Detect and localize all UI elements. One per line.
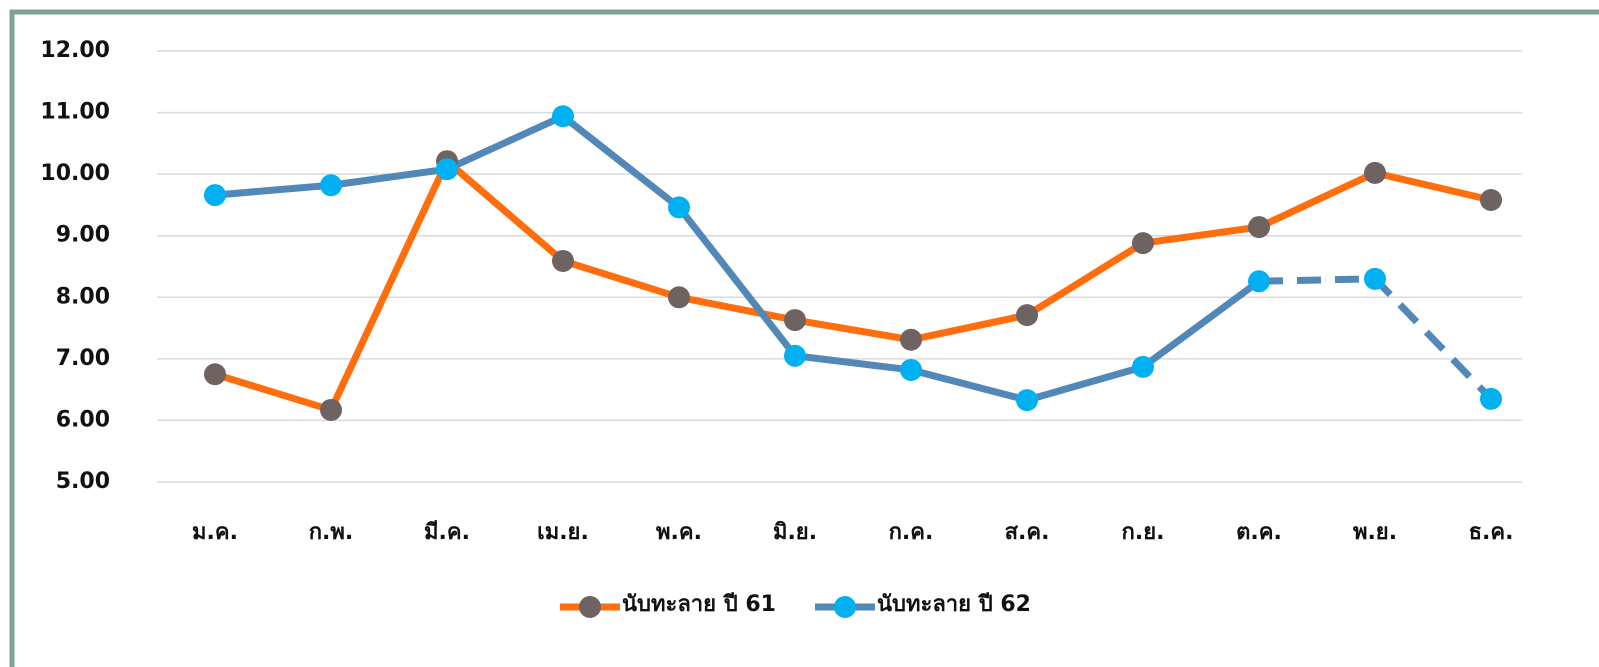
y-tick-label: 7.00 [56,346,110,371]
x-tick-label: มิ.ย. [773,520,817,545]
data-point [1132,232,1154,255]
data-point [1364,161,1386,184]
data-point [204,184,226,207]
legend-label: นับทะลาย ปี 61 [622,592,776,617]
data-point [1132,355,1154,378]
data-point [784,309,806,332]
legend-marker [834,596,856,618]
data-point [320,398,342,421]
chart-frame [9,9,1599,667]
legend-marker [579,596,601,618]
data-point [320,174,342,197]
x-tick-label: ส.ค. [1005,520,1050,545]
x-tick-label: พ.ย. [1353,520,1397,545]
data-point [1480,387,1502,410]
y-tick-label: 9.00 [56,223,110,248]
data-point [1364,267,1386,290]
data-point [900,328,922,351]
data-point [900,358,922,381]
data-point [552,105,574,128]
data-point [436,158,458,181]
legend-label: นับทะลาย ปี 62 [877,592,1031,617]
y-tick-label: 12.00 [40,38,110,63]
data-point [668,286,690,309]
data-point [1480,189,1502,212]
x-tick-label: ก.พ. [309,520,354,545]
data-point [1248,270,1270,293]
data-point [1248,216,1270,239]
x-tick-label: พ.ค. [656,520,702,545]
series-line [213,157,1492,414]
x-tick-label: ธ.ค. [1469,520,1514,545]
x-tick-label: ก.ย. [1122,520,1165,545]
y-tick-label: 10.00 [40,161,110,186]
y-tick-label: 11.00 [40,100,110,125]
data-point [552,249,574,272]
data-point [668,196,690,219]
data-point [1016,389,1038,412]
x-tick-label: ต.ค. [1236,520,1282,545]
x-tick-label: มี.ค. [424,520,470,545]
x-tick-label: ก.ค. [889,520,934,545]
y-tick-label: 6.00 [56,407,110,432]
data-point [1016,304,1038,327]
y-tick-label: 8.00 [56,284,110,309]
data-point [204,363,226,386]
y-tick-label: 5.00 [56,469,110,494]
series-line [214,112,1494,404]
data-point [784,344,806,367]
x-tick-label: เม.ย. [537,520,589,545]
x-tick-label: ม.ค. [192,520,238,545]
